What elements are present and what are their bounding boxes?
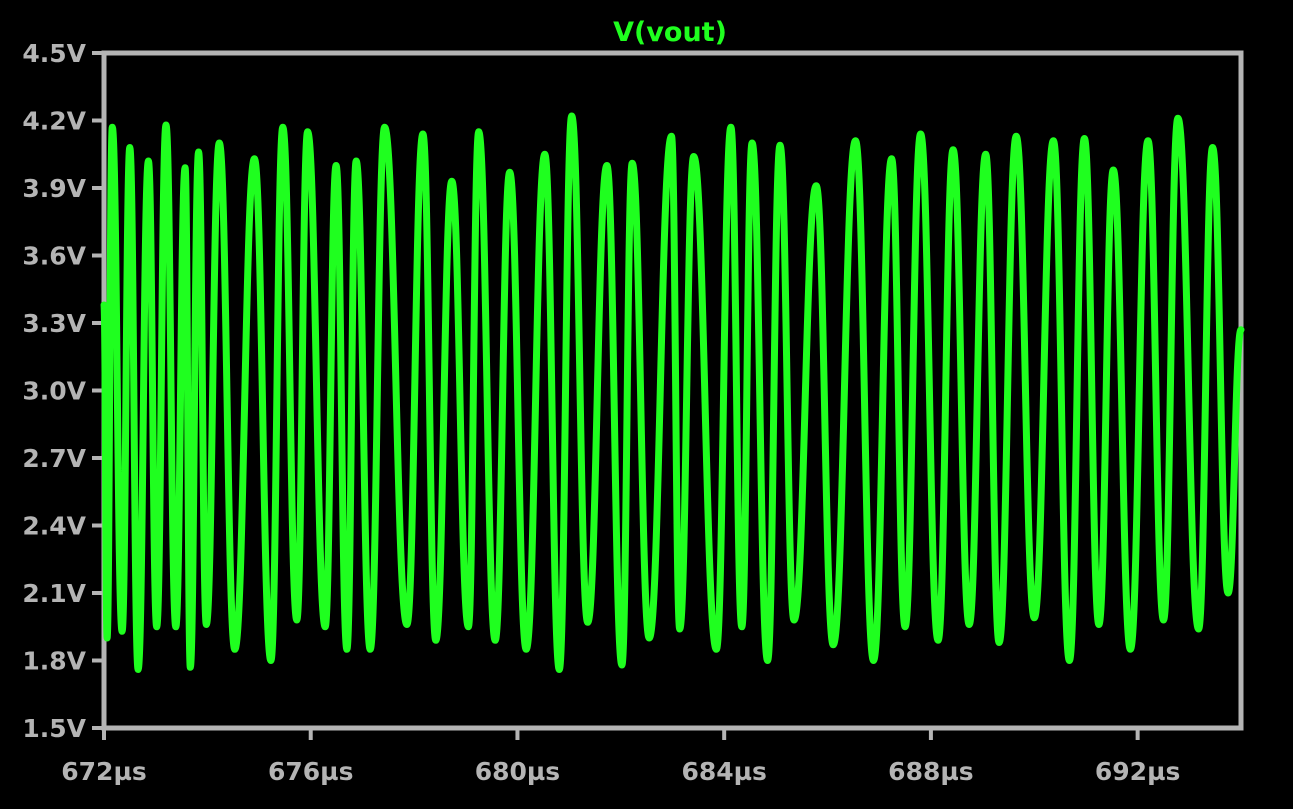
y-tick-label: 1.8V [22,647,86,676]
series-line-vout [100,112,1245,673]
x-tick-label: 680µs [475,757,560,786]
y-tick-label: 2.4V [22,512,86,541]
y-tick-label: 3.3V [22,309,86,338]
y-tick-label: 2.1V [22,579,86,608]
chart-title: V(vout) [613,17,727,48]
x-tick-label: 684µs [681,757,766,786]
y-tick-label: 4.5V [22,39,86,68]
traces [100,112,1245,673]
x-tick-label: 688µs [888,757,973,786]
y-tick-label: 4.2V [22,107,86,136]
y-tick-label: 3.0V [22,377,86,406]
x-tick-label: 672µs [61,757,146,786]
x-axis-ticks: 672µs 676µs 680µs 684µs 688µs 692µs [61,728,1180,786]
x-tick-label: 692µs [1095,757,1180,786]
y-tick-label: 3.6V [22,242,86,271]
y-axis-ticks: 1.5V 1.8V 2.1V 2.4V 2.7V 3.0V 3.3V 3.6V 3.9V 4.2V… [22,39,104,743]
x-tick-label: 676µs [268,757,353,786]
y-tick-label: 3.9V [22,174,86,203]
y-tick-label: 2.7V [22,444,86,473]
y-tick-label: 1.5V [22,714,86,743]
